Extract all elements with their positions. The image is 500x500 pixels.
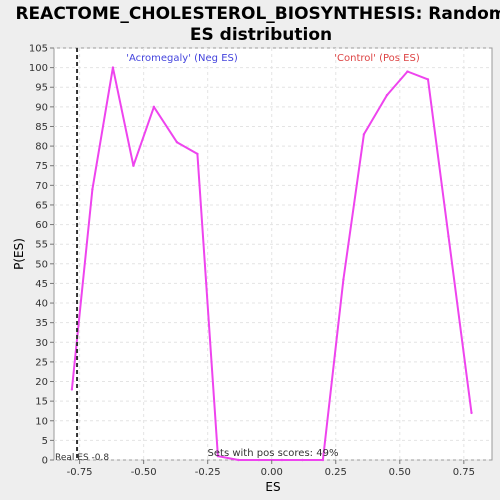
data-point xyxy=(257,458,261,462)
data-point xyxy=(91,188,94,191)
data-point xyxy=(216,454,220,458)
data-point xyxy=(152,105,156,109)
neg-es-label: 'Acromegaly' (Neg ES) xyxy=(126,53,238,64)
axes: 0 5 10 15 20 25 30 35 40 45 50 55 60 65 70 75 80 85 90 95 10… xyxy=(29,44,475,479)
y-tick-label: 45 xyxy=(35,279,48,290)
plot-area xyxy=(53,47,493,461)
data-point xyxy=(175,140,179,144)
data-point xyxy=(406,70,409,73)
y-tick-label: 100 xyxy=(29,63,48,74)
data-point xyxy=(362,133,366,136)
y-tick-label: 90 xyxy=(35,102,48,113)
y-tick-label: 105 xyxy=(29,44,48,55)
real-es-label: Real ES -0.8 xyxy=(55,453,109,463)
x-tick-label: 0.75 xyxy=(453,467,475,478)
y-tick-label: 75 xyxy=(35,161,48,172)
grid-lines xyxy=(54,47,492,461)
chart-title-line-1: REACTOME_CHOLESTEROL_BIOSYNTHESIS: Rando… xyxy=(15,4,500,24)
data-point xyxy=(385,93,389,97)
x-tick-label: 0.50 xyxy=(389,467,411,478)
data-point xyxy=(280,458,284,462)
y-tick-label: 70 xyxy=(35,181,48,192)
y-tick-label: 80 xyxy=(35,142,48,153)
y-tick-label: 30 xyxy=(35,338,48,349)
x-tick-label: -0.25 xyxy=(195,467,221,478)
x-tick-label: -0.75 xyxy=(67,467,93,478)
data-point xyxy=(111,66,115,69)
data-point xyxy=(132,164,135,167)
data-point xyxy=(321,458,325,462)
y-tick-label: 20 xyxy=(35,377,48,388)
y-tick-label: 95 xyxy=(35,83,48,94)
data-point xyxy=(196,152,199,156)
y-tick-label: 5 xyxy=(42,436,48,447)
x-tick-label: 0.25 xyxy=(325,467,347,478)
data-point xyxy=(470,411,473,415)
y-tick-label: 65 xyxy=(35,200,48,211)
y-tick-label: 85 xyxy=(35,122,48,133)
data-point xyxy=(426,78,430,81)
chart-title-line-2: ES distribution xyxy=(190,25,332,45)
y-tick-label: 15 xyxy=(35,397,48,408)
y-tick-label: 50 xyxy=(35,259,48,270)
data-point xyxy=(342,278,345,281)
es-distribution-line xyxy=(70,66,473,461)
data-point xyxy=(301,458,304,462)
y-tick-label: 25 xyxy=(35,357,48,368)
y-tick-label: 40 xyxy=(35,299,48,310)
x-axis-label: ES xyxy=(265,480,280,494)
x-tick-label: -0.50 xyxy=(131,467,157,478)
y-tick-label: 60 xyxy=(35,220,48,231)
x-tick-label: 0.00 xyxy=(261,467,283,478)
pos-es-label: 'Control' (Pos ES) xyxy=(334,53,420,64)
y-axis-label: P(ES) xyxy=(12,238,26,270)
y-tick-label: 55 xyxy=(35,240,48,251)
y-tick-label: 0 xyxy=(42,456,48,467)
data-point xyxy=(237,458,240,462)
y-tick-label: 10 xyxy=(35,416,48,427)
data-point xyxy=(70,388,74,391)
data-point xyxy=(447,235,450,238)
series-layer xyxy=(70,66,473,462)
pos-scores-label: Sets with pos scores: 49% xyxy=(208,448,339,459)
y-tick-label: 35 xyxy=(35,318,48,329)
